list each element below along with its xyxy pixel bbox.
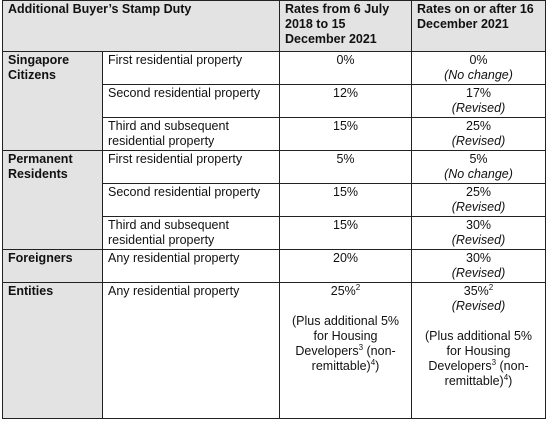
footnote-ref: 3: [358, 342, 364, 352]
rate-text: 35%: [463, 284, 489, 298]
note-text: ): [508, 374, 513, 388]
old-rate-value: 25%2: [285, 282, 406, 299]
note-text: (Plus additional 5% for Housing Develope…: [425, 329, 533, 373]
new-rate-value: 30%: [466, 251, 492, 265]
new-rate-value: 5%: [469, 152, 488, 166]
new-rate-value: 17%: [466, 86, 492, 100]
new-rate-value: 35%2: [417, 282, 540, 299]
table-row: Singapore Citizens First residential pro…: [2, 51, 547, 151]
old-rate-cell: 0%: [279, 51, 413, 85]
group-label-entities: Entities: [2, 282, 103, 419]
new-rate-cell: 35%2 (Revised) (Plus additional 5% for H…: [411, 282, 547, 419]
new-rate-value: 25%: [466, 119, 492, 133]
old-rate-cell: 15%: [279, 216, 413, 250]
header-title: Additional Buyer’s Stamp Duty: [1, 0, 281, 52]
group-label-singapore-citizens: Singapore Citizens: [2, 51, 103, 151]
table-row: Permanent Residents First residential pr…: [2, 150, 547, 250]
old-rate-cell: 25%2 (Plus additional 5% for Housing Dev…: [279, 282, 413, 419]
footnote-ref: 3: [491, 357, 497, 367]
note-text: (Plus additional 5% for Housing Develope…: [292, 314, 400, 358]
new-rate-value: 0%: [469, 53, 488, 67]
table-row: Third and subsequent residential propert…: [3, 117, 547, 151]
property-cell: Third and subsequent residential propert…: [101, 216, 281, 250]
note-text: (non-remittable): [444, 359, 529, 388]
new-rate-cell: 30% (Revised): [411, 249, 547, 283]
new-rate-cell: 17% (Revised): [411, 84, 547, 118]
change-note: (Revised): [451, 233, 506, 247]
footnote-ref: 4: [503, 372, 509, 382]
old-rate-cell: 15%: [279, 117, 413, 151]
note-text: (non-remittable): [311, 344, 396, 373]
old-rate-cell: 12%: [279, 84, 413, 118]
header-row: Additional Buyer’s Stamp Duty Rates from…: [1, 0, 547, 52]
group-label-foreigners: Foreigners: [2, 249, 103, 283]
footnote-ref: 2: [355, 282, 361, 292]
header-old-rates: Rates from 6 July 2018 to 15 December 20…: [279, 0, 413, 52]
new-rate-value: 25%: [466, 185, 492, 199]
change-note: (Revised): [451, 200, 506, 214]
footnote-ref: 2: [488, 282, 494, 292]
property-cell: Third and subsequent residential propert…: [101, 117, 281, 151]
new-rate-value: 30%: [466, 218, 492, 232]
table-row: Second residential property 15% 25% (Revi…: [3, 183, 547, 217]
property-cell: Second residential property: [101, 84, 281, 118]
old-rate-cell: 20%: [279, 249, 413, 283]
table-row: Foreigners Any residential property 20% …: [2, 249, 547, 283]
change-note: (Revised): [451, 299, 506, 313]
change-note: (Revised): [451, 134, 506, 148]
change-note: (No change): [444, 68, 513, 82]
group-label-permanent-residents: Permanent Residents: [2, 150, 103, 250]
footnote-ref: 4: [370, 357, 376, 367]
change-note: (Revised): [451, 266, 506, 280]
change-note: (No change): [444, 167, 513, 181]
new-rate-cell: 25% (Revised): [411, 117, 547, 151]
property-cell: First residential property: [101, 51, 281, 85]
property-cell: First residential property: [101, 150, 281, 184]
table-row: Entities Any residential property 25%2 (…: [2, 282, 547, 419]
housing-developer-note: (Plus additional 5% for Housing Develope…: [417, 329, 540, 389]
table-row: Second residential property 12% 17% (Revi…: [3, 84, 547, 118]
table-row: Third and subsequent residential propert…: [3, 216, 547, 250]
change-note: (Revised): [451, 101, 506, 115]
property-cell: Any residential property: [101, 249, 281, 283]
rate-text: 25%: [330, 284, 356, 298]
property-cell: Second residential property: [101, 183, 281, 217]
old-rate-cell: 5%: [279, 150, 413, 184]
new-rate-cell: 25% (Revised): [411, 183, 547, 217]
housing-developer-note: (Plus additional 5% for Housing Develope…: [285, 314, 406, 374]
new-rate-cell: 0% (No change): [411, 51, 547, 85]
note-text: ): [375, 359, 380, 373]
old-rate-cell: 15%: [279, 183, 413, 217]
header-new-rates: Rates on or after 16 December 2021: [411, 0, 547, 52]
property-cell: Any residential property: [101, 282, 281, 419]
new-rate-cell: 5% (No change): [411, 150, 547, 184]
new-rate-cell: 30% (Revised): [411, 216, 547, 250]
